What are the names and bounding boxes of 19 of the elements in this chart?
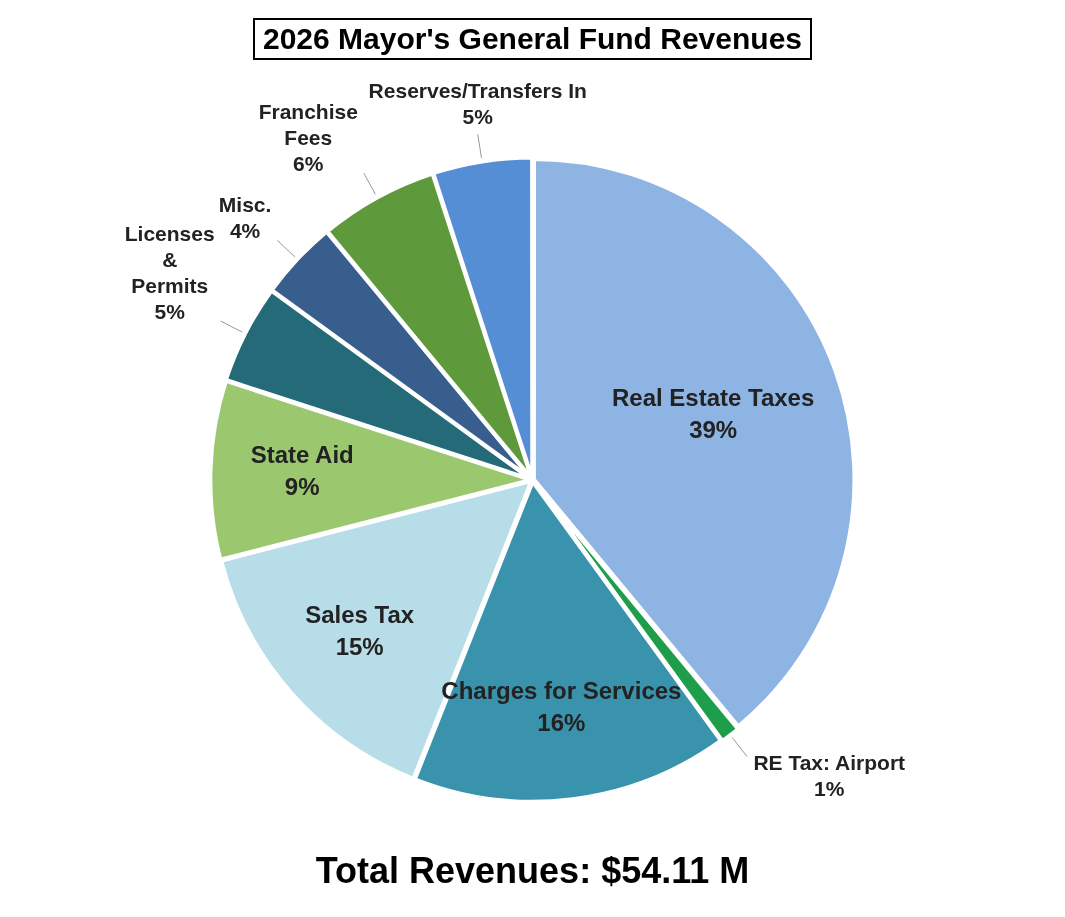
slice-label: Reserves/Transfers In [368, 79, 587, 103]
data-label: 15% [335, 632, 384, 660]
slice-label: Sales Tax [305, 600, 415, 628]
text: Total Revenues: $54.11 M [314, 850, 751, 892]
slice-label: Franchise Fees [258, 100, 358, 150]
slice-label: State Aid [250, 441, 354, 469]
slice-label: Misc. [218, 193, 272, 217]
data-label: 1% [814, 777, 845, 801]
data-label: 9% [284, 473, 320, 501]
slice-label: Real Estate Taxes [611, 383, 815, 411]
chart-title: 2026 Mayor's General Fund Revenues [252, 18, 813, 60]
data-label: 16% [537, 709, 586, 737]
data-label: 5% [154, 299, 186, 323]
data-label: 4% [229, 219, 261, 243]
data-label: 39% [689, 415, 738, 443]
slice-label: RE Tax: Airport [753, 751, 906, 775]
slice-label: Licenses & Permits [124, 221, 215, 297]
data-label: 5% [462, 105, 494, 129]
data-label: 6% [293, 152, 324, 176]
